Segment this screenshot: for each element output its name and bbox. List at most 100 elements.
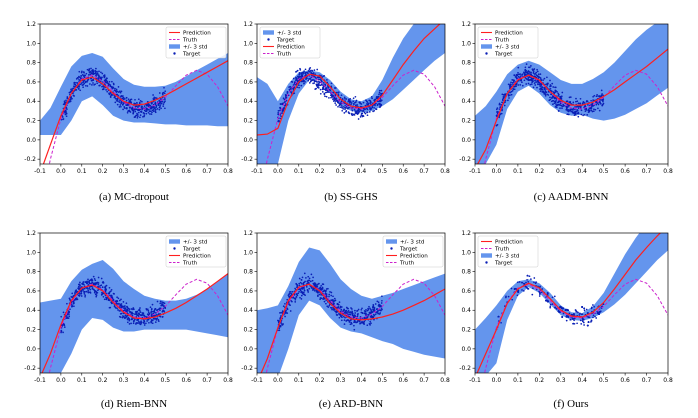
target-point bbox=[323, 300, 326, 303]
target-point bbox=[116, 307, 118, 310]
target-point bbox=[375, 311, 378, 314]
target-point bbox=[539, 77, 542, 79]
target-point bbox=[159, 309, 161, 311]
target-point bbox=[524, 69, 527, 72]
target-point bbox=[554, 106, 557, 108]
target-point bbox=[321, 288, 324, 290]
target-point bbox=[580, 323, 583, 325]
target-point bbox=[380, 302, 383, 304]
target-point bbox=[143, 324, 146, 326]
target-point bbox=[123, 106, 126, 108]
target-point bbox=[343, 309, 345, 312]
target-point bbox=[163, 101, 166, 104]
target-point bbox=[555, 106, 558, 109]
target-point bbox=[311, 79, 314, 82]
target-point bbox=[510, 287, 513, 290]
target-point bbox=[124, 307, 127, 310]
y-tick-label: 0.8 bbox=[461, 60, 471, 67]
target-point bbox=[164, 100, 166, 102]
target-point bbox=[540, 83, 543, 86]
target-point bbox=[376, 310, 379, 313]
target-point bbox=[161, 100, 164, 103]
target-point bbox=[98, 84, 101, 87]
target-point bbox=[533, 281, 535, 284]
target-point bbox=[147, 309, 150, 312]
target-point bbox=[154, 110, 157, 112]
target-point bbox=[600, 103, 602, 105]
x-tick-label: 0.7 bbox=[419, 377, 429, 384]
target-point bbox=[346, 311, 349, 313]
target-point bbox=[318, 293, 321, 296]
target-point bbox=[579, 312, 581, 315]
target-point bbox=[125, 316, 127, 319]
target-point bbox=[280, 322, 283, 324]
y-tick-label: -0.2 bbox=[24, 156, 36, 163]
target-point bbox=[341, 106, 343, 109]
target-point bbox=[325, 302, 327, 305]
target-point bbox=[80, 290, 83, 293]
x-tick-label: 0.5 bbox=[599, 377, 609, 384]
target-point bbox=[149, 113, 151, 115]
y-tick-label: 0.0 bbox=[461, 137, 471, 144]
target-point bbox=[280, 311, 283, 314]
target-point bbox=[372, 305, 375, 307]
std-band bbox=[475, 24, 668, 164]
target-point bbox=[566, 113, 569, 116]
legend-std-key bbox=[263, 30, 274, 35]
target-point bbox=[510, 93, 513, 96]
target-point bbox=[295, 293, 298, 295]
target-point bbox=[526, 274, 529, 277]
target-point bbox=[368, 311, 371, 314]
target-point bbox=[102, 85, 105, 88]
target-point bbox=[88, 69, 90, 71]
target-point bbox=[145, 112, 148, 115]
target-point bbox=[68, 310, 71, 313]
target-point bbox=[552, 103, 554, 106]
target-point bbox=[508, 97, 510, 99]
target-point bbox=[125, 302, 128, 305]
target-point bbox=[381, 299, 383, 302]
target-point bbox=[566, 308, 568, 311]
target-point bbox=[321, 286, 324, 289]
target-point bbox=[134, 110, 137, 113]
target-point bbox=[145, 110, 147, 113]
target-point bbox=[298, 284, 301, 287]
target-point bbox=[120, 102, 123, 105]
target-point bbox=[295, 79, 297, 82]
target-point bbox=[377, 312, 380, 315]
axes-frame bbox=[256, 23, 446, 165]
target-point bbox=[367, 308, 370, 311]
x-tick-label: 0.3 bbox=[556, 377, 566, 384]
target-point bbox=[92, 73, 95, 76]
target-point bbox=[352, 102, 355, 105]
target-point bbox=[366, 111, 369, 114]
target-point bbox=[111, 80, 113, 83]
y-tick-label: 0.6 bbox=[26, 79, 36, 86]
target-point bbox=[521, 84, 524, 87]
target-point bbox=[159, 300, 162, 303]
target-point bbox=[511, 81, 514, 84]
target-point bbox=[114, 87, 116, 90]
target-point bbox=[89, 70, 91, 73]
target-point bbox=[300, 291, 303, 293]
target-point bbox=[104, 287, 107, 290]
target-point bbox=[288, 303, 291, 306]
legend-std-key bbox=[481, 44, 492, 49]
target-point bbox=[596, 93, 598, 96]
target-point bbox=[578, 314, 581, 316]
y-tick-label: 1.2 bbox=[26, 230, 36, 237]
y-tick-label: 1.2 bbox=[243, 230, 253, 237]
target-point bbox=[592, 105, 594, 107]
target-point bbox=[561, 107, 563, 109]
target-point bbox=[128, 309, 130, 312]
panel-d: -0.1 0.0 0.1 0.2 0.3 0.4 0.5 0.6 0.7 0.8 -0.2 0.0 0.… bbox=[24, 230, 233, 410]
x-tick-label: 0.8 bbox=[663, 377, 673, 384]
target-point bbox=[346, 107, 349, 110]
target-point bbox=[535, 71, 538, 74]
target-point bbox=[153, 310, 156, 313]
target-point bbox=[123, 98, 126, 100]
legend-box bbox=[259, 26, 321, 59]
target-point bbox=[288, 88, 291, 91]
target-point bbox=[336, 303, 339, 306]
target-point bbox=[154, 111, 157, 114]
